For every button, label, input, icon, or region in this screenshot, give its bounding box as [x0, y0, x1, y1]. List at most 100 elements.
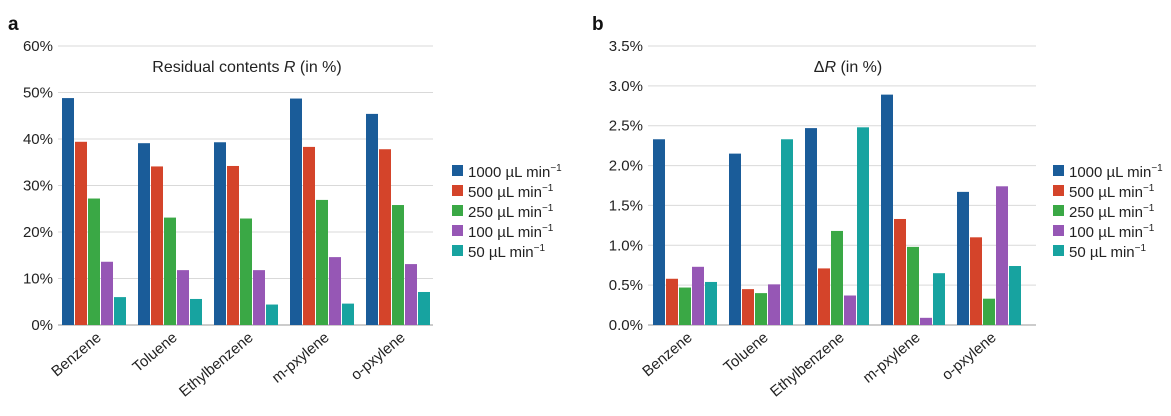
- panel-a-legend: 1000 µL min−1 500 µL min−1 250 µL min−1 100…: [452, 163, 562, 261]
- panel-b-legend-swatch-4: [1053, 225, 1064, 236]
- panel-a-bar-toluene-series-4: [177, 270, 189, 325]
- panel-b-legend-swatch-5: [1053, 245, 1064, 256]
- panel-a-x-tick-label-ethylbenzene: Ethylbenzene: [176, 329, 257, 400]
- panel-a-bar-ethylbenzene-series-5: [266, 304, 278, 325]
- panel-b-legend-swatch-3: [1053, 205, 1064, 216]
- panel-a-bar-toluene-series-1: [138, 143, 150, 325]
- panel-b-label: b: [592, 14, 604, 35]
- panel-a-bar-m-pxylene-series-4: [329, 257, 341, 325]
- panel-b-bar-ethylbenzene-series-4: [844, 295, 856, 325]
- panel-a-bar-o-pxylene-series-2: [379, 149, 391, 325]
- panel-b-bar-toluene-series-2: [742, 289, 754, 325]
- panel-b-x-tick-label-o-pxylene: o-pxylene: [939, 329, 1000, 384]
- panel-b-legend-label-4: 100 µL min−1: [1069, 223, 1155, 241]
- panel-a-bar-ethylbenzene-series-2: [227, 165, 239, 325]
- panel-a-legend-swatch-3: [452, 205, 463, 216]
- panel-b-y-tick-label: 3.0%: [609, 78, 643, 95]
- panel-a-legend-swatch-4: [452, 225, 463, 236]
- panel-b-legend-swatch-2: [1053, 185, 1064, 196]
- panel-a-y-tick-label: 50%: [23, 85, 53, 102]
- panel-b-bar-m-pxylene-series-4: [920, 317, 932, 325]
- panel-a-bar-ethylbenzene-series-1: [214, 142, 226, 325]
- panel-b-legend-label-1: 1000 µL min−1: [1069, 163, 1163, 181]
- panel-a-bar-m-pxylene-series-3: [316, 199, 328, 325]
- panel-a-legend-label-2: 500 µL min−1: [468, 183, 554, 201]
- panel-a-x-tick-label-toluene: Toluene: [129, 329, 180, 376]
- panel-b-bar-toluene-series-5: [781, 139, 793, 325]
- panel-b-bar-ethylbenzene-series-3: [831, 230, 843, 325]
- panel-b-chart: b ΔR (in %) 0.0% 0.5% 1.0% 1.5% 2.0% 2.5% 3.0%…: [592, 14, 1163, 400]
- panel-a-bar-m-pxylene-series-2: [303, 146, 315, 325]
- panel-b-legend-label-3: 250 µL min−1: [1069, 203, 1155, 221]
- panel-b-y-tick-label: 0.5%: [609, 277, 643, 294]
- panel-b-y-tick-label: 1.5%: [609, 197, 643, 214]
- panel-b-bar-o-pxylene-series-1: [957, 191, 969, 325]
- panel-a-bar-toluene-series-5: [190, 298, 202, 325]
- panel-a-bar-benzene-series-5: [114, 297, 126, 325]
- panel-a-x-tick-label-m-pxylene: m-pxylene: [269, 329, 333, 387]
- panel-b-bar-o-pxylene-series-2: [970, 237, 982, 325]
- panel-a-legend-swatch-2: [452, 185, 463, 196]
- panel-a-bar-toluene-series-2: [151, 166, 163, 325]
- panel-b-x-tick-label-ethylbenzene: Ethylbenzene: [767, 329, 848, 400]
- panel-a-x-tick-label-benzene: Benzene: [48, 329, 104, 380]
- panel-b-legend-swatch-1: [1053, 165, 1064, 176]
- panel-b-bar-o-pxylene-series-4: [996, 186, 1008, 325]
- panel-b-bar-ethylbenzene-series-2: [818, 268, 830, 325]
- panel-a-bar-benzene-series-4: [101, 261, 113, 325]
- panel-b-y-tick-label: 2.0%: [609, 158, 643, 175]
- panel-b-bar-benzene-series-5: [705, 281, 717, 325]
- panel-b-x-tick-label-toluene: Toluene: [720, 329, 771, 376]
- panel-a-bar-ethylbenzene-series-4: [253, 270, 265, 325]
- panel-b-bar-ethylbenzene-series-1: [805, 128, 817, 325]
- panel-a-bar-ethylbenzene-series-3: [240, 218, 252, 325]
- panel-b-bar-toluene-series-1: [729, 153, 741, 325]
- panel-b-x-tick-label-m-pxylene: m-pxylene: [860, 329, 924, 387]
- panel-a-legend-label-5: 50 µL min−1: [468, 243, 545, 261]
- panel-a-legend-label-3: 250 µL min−1: [468, 203, 554, 221]
- panel-a-bar-o-pxylene-series-3: [392, 205, 404, 325]
- panel-b-legend-label-5: 50 µL min−1: [1069, 243, 1146, 261]
- panel-b-bar-m-pxylene-series-1: [881, 94, 893, 325]
- panel-a-y-tick-label: 10%: [23, 271, 53, 288]
- panel-b-bar-m-pxylene-series-3: [907, 246, 919, 325]
- panel-a-title: Residual contents R (in %): [152, 59, 341, 76]
- panel-b-bar-benzene-series-1: [653, 139, 665, 325]
- panel-a-y-tick-label: 60%: [23, 38, 53, 55]
- panel-a-y-tick-label: 0%: [31, 317, 53, 334]
- panel-a-bar-o-pxylene-series-5: [418, 291, 430, 325]
- panel-b-bar-m-pxylene-series-2: [894, 218, 906, 325]
- panel-a-y-tick-label: 40%: [23, 131, 53, 148]
- panel-a-legend-swatch-5: [452, 245, 463, 256]
- panel-b-y-tick-labels: 0.0% 0.5% 1.0% 1.5% 2.0% 2.5% 3.0% 3.5%: [609, 38, 643, 334]
- panel-a-chart: a Residual contents R (in %) 0% 10% 20% 30%…: [8, 14, 562, 400]
- panel-b-legend: 1000 µL min−1 500 µL min−1 250 µL min−1 100…: [1053, 163, 1163, 261]
- panel-b-legend-label-2: 500 µL min−1: [1069, 183, 1155, 201]
- panel-a-label: a: [8, 14, 19, 35]
- panel-a-bar-m-pxylene-series-1: [290, 98, 302, 325]
- panel-a-legend-label-4: 100 µL min−1: [468, 223, 554, 241]
- panel-b-bar-toluene-series-3: [755, 293, 767, 325]
- panel-b-bar-o-pxylene-series-5: [1009, 266, 1021, 325]
- panel-b-bar-ethylbenzene-series-5: [857, 127, 869, 326]
- panel-a-bar-o-pxylene-series-1: [366, 113, 378, 325]
- panel-b-bar-benzene-series-4: [692, 266, 704, 325]
- panel-b-bar-o-pxylene-series-3: [983, 298, 995, 325]
- panel-b-bars: [653, 94, 1021, 326]
- panel-b-bar-toluene-series-4: [768, 284, 780, 325]
- panel-a-y-tick-labels: 0% 10% 20% 30% 40% 50% 60%: [23, 38, 53, 334]
- panel-b-bar-benzene-series-3: [679, 287, 691, 325]
- panel-b-title: ΔR (in %): [814, 59, 882, 76]
- panel-b-y-tick-label: 3.5%: [609, 38, 643, 55]
- panel-b-bar-benzene-series-2: [666, 278, 678, 325]
- panel-a-bar-benzene-series-3: [88, 198, 100, 325]
- panel-a-y-tick-label: 20%: [23, 224, 53, 241]
- panel-a-bar-benzene-series-2: [75, 141, 87, 325]
- panel-a-bars: [62, 98, 430, 325]
- panel-b-bar-m-pxylene-series-5: [933, 273, 945, 325]
- panel-a-legend-label-1: 1000 µL min−1: [468, 163, 562, 181]
- panel-a-bar-toluene-series-3: [164, 217, 176, 325]
